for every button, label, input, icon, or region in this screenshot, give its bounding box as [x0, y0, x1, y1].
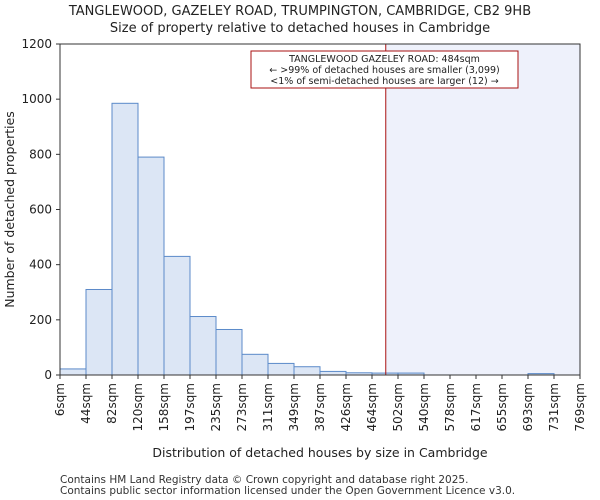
y-tick-label: 1200	[21, 37, 52, 51]
footer-line-1: Contains HM Land Registry data © Crown c…	[60, 474, 469, 486]
x-tick-label: 464sqm	[365, 383, 379, 431]
y-tick-label: 200	[29, 313, 52, 327]
x-tick-label: 426sqm	[339, 383, 353, 431]
x-tick-label: 82sqm	[105, 383, 119, 424]
x-axis-label: Distribution of detached houses by size …	[152, 445, 488, 460]
x-tick-label: 158sqm	[157, 383, 171, 431]
annotation-box	[250, 50, 519, 89]
bar-349sqm	[293, 366, 321, 376]
x-tick-label: 387sqm	[313, 383, 327, 431]
annotation-line: ← >99% of detached houses are smaller (3…	[269, 65, 500, 76]
bar-6sqm	[59, 368, 87, 376]
bar-158sqm	[163, 255, 191, 376]
chart-title: TANGLEWOOD, GAZELEY ROAD, TRUMPINGTON, C…	[68, 4, 532, 19]
x-tick-label: 731sqm	[547, 383, 561, 431]
x-tick-label: 273sqm	[235, 383, 249, 431]
x-tick-label: 120sqm	[131, 383, 145, 431]
bar-311sqm	[267, 362, 295, 376]
bar-44sqm	[85, 288, 113, 376]
chart-subtitle: Size of property relative to detached ho…	[109, 21, 491, 36]
y-tick-label: 0	[44, 368, 52, 382]
x-tick-label: 235sqm	[209, 383, 223, 431]
y-tick-label: 800	[29, 147, 52, 161]
bar-197sqm	[189, 316, 217, 376]
bar-120sqm	[137, 156, 165, 376]
x-tick-label: 578sqm	[443, 383, 457, 431]
highlight-region	[385, 44, 580, 375]
x-tick-label: 44sqm	[79, 383, 93, 424]
x-tick-label: 502sqm	[391, 383, 405, 431]
x-tick-label: 617sqm	[469, 383, 483, 431]
bar-387sqm	[319, 370, 347, 376]
bar-82sqm	[111, 102, 139, 376]
x-tick-label: 311sqm	[261, 383, 275, 431]
x-tick-label: 6sqm	[53, 383, 67, 416]
y-tick-label: 400	[29, 258, 52, 272]
annotation-line: <1% of semi-detached houses are larger (…	[270, 76, 498, 87]
x-tick-label: 769sqm	[573, 383, 587, 431]
footer-line-2: Contains public sector information licen…	[60, 485, 516, 497]
x-tick-label: 540sqm	[417, 383, 431, 431]
x-tick-label: 349sqm	[287, 383, 301, 431]
annotation-line: TANGLEWOOD GAZELEY ROAD: 484sqm	[288, 54, 480, 65]
y-tick-label: 1000	[21, 92, 52, 106]
histogram-chart: 0 200 400 600 800 1000 1200 6sqm 44sqm 82sqm 120sq…	[2, 37, 587, 460]
x-tick-label: 197sqm	[183, 383, 197, 431]
x-tick-label: 693sqm	[521, 383, 535, 431]
y-axis-label: Number of detached properties	[2, 111, 17, 308]
x-tick-label: 655sqm	[495, 383, 509, 431]
bar-235sqm	[215, 328, 243, 376]
bar-273sqm	[241, 353, 269, 376]
y-tick-label: 600	[29, 203, 52, 217]
